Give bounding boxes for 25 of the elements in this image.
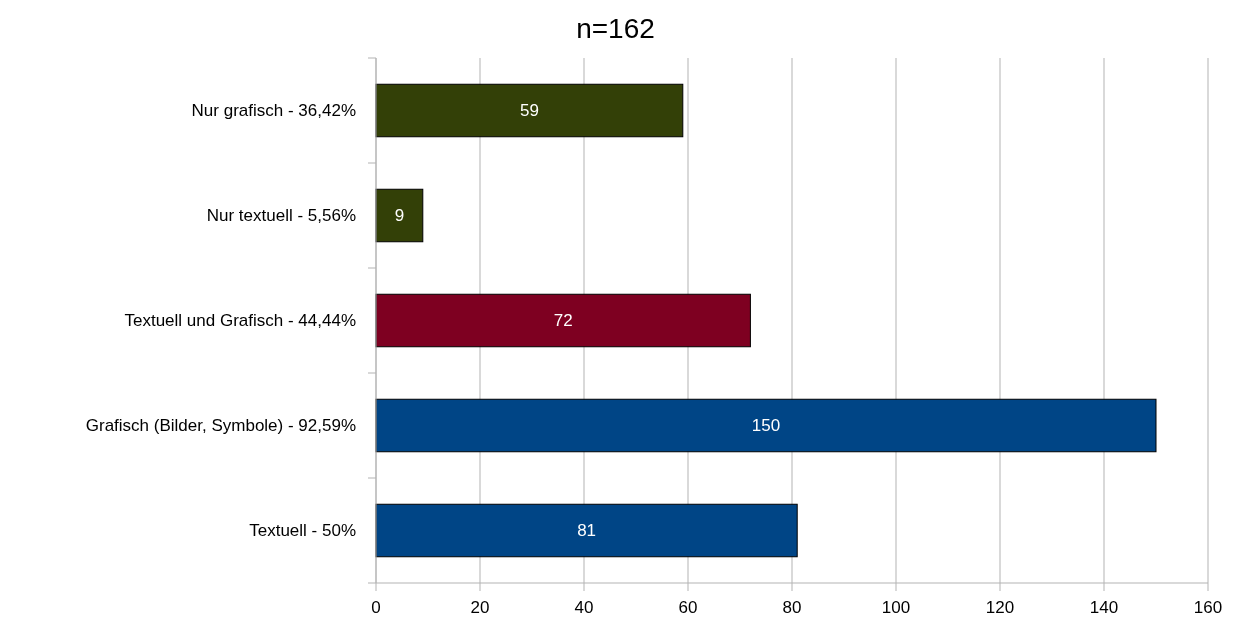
x-tick-label: 40 [574,598,594,617]
y-tick-label: Textuell - 50% [249,521,356,541]
data-label: 9 [394,206,405,226]
x-tick-label: 60 [678,598,698,617]
data-label: 72 [553,311,573,331]
y-tick-label: Nur textuell - 5,56% [206,206,356,226]
data-label: 81 [577,521,597,541]
x-tick-label: 100 [881,598,911,617]
bar [375,398,1157,453]
data-label: 150 [751,416,781,436]
y-tick-label: Grafisch (Bilder, Symbole) - 92,59% [85,416,356,436]
bar [375,503,798,558]
x-tick-label: 120 [985,598,1015,617]
bar [375,188,424,243]
x-tick-label: 20 [470,598,490,617]
bar [375,293,751,348]
y-tick-label: Textuell und Grafisch - 44,44% [124,311,356,331]
y-tick-label: Nur grafisch - 36,42% [191,101,356,121]
x-tick-label: 140 [1089,598,1119,617]
x-tick-label: 0 [371,598,381,617]
x-tick-label: 160 [1193,598,1223,617]
bar [375,83,684,138]
x-tick-label: 80 [782,598,802,617]
data-label: 59 [519,101,539,121]
chart-title: n=162 [576,13,655,44]
